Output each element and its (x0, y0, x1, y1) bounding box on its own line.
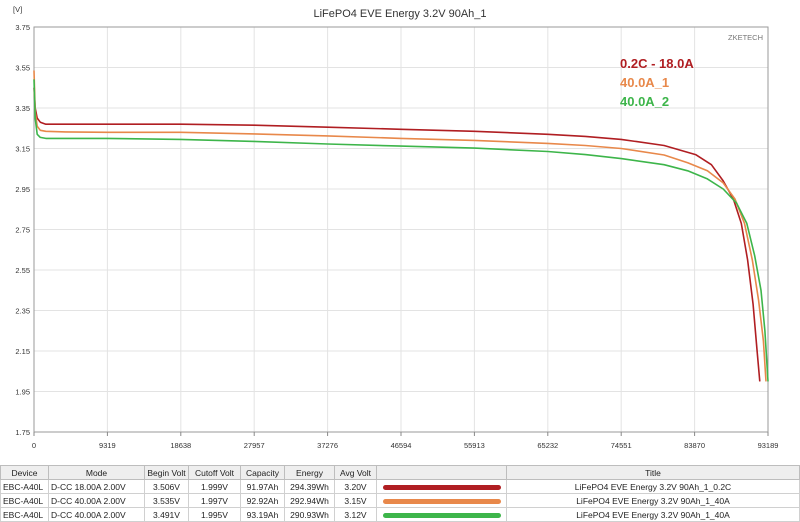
y-tick-label: 2.35 (15, 307, 30, 316)
cell-capacity: 92.92Ah (240, 493, 285, 508)
cell-avg-volt: 3.12V (334, 507, 377, 522)
cell-cutoff-volt: 1.995V (188, 507, 241, 522)
x-tick-label: 0 (32, 441, 36, 450)
cell-avg-volt: 3.20V (334, 479, 377, 494)
cell-title: LiFePO4 EVE Energy 3.2V 90Ah_1_40A (506, 507, 800, 522)
col-capacity[interactable]: Capacity (240, 465, 285, 480)
x-tick-label: 46594 (391, 441, 412, 450)
watermark: ZKETECH (728, 33, 763, 42)
cell-energy: 294.39Wh (284, 479, 335, 494)
table-row[interactable]: EBC-A40L D-CC 40.00A 2.00V 3.491V 1.995V… (0, 507, 800, 522)
cell-title: LiFePO4 EVE Energy 3.2V 90Ah_1_0.2C (506, 479, 800, 494)
x-tick-label: 83870 (684, 441, 705, 450)
color-swatch (382, 498, 501, 504)
voltage-chart: LiFePO4 EVE Energy 3.2V 90Ah_1 [V] 3.753… (13, 5, 779, 450)
y-tick-label: 3.15 (15, 145, 30, 154)
cell-mode: D-CC 18.00A 2.00V (48, 479, 145, 494)
x-tick-label: 37276 (317, 441, 338, 450)
table-row[interactable]: EBC-A40L D-CC 18.00A 2.00V 3.506V 1.999V… (0, 479, 800, 494)
legend-entry-3: 40.0A_2 (620, 94, 669, 109)
y-tick-label: 3.35 (15, 104, 30, 113)
cell-device: EBC-A40L (0, 507, 49, 522)
cell-color (376, 479, 507, 494)
series-line-1 (33, 87, 761, 382)
legend: 0.2C - 18.0A 40.0A_1 40.0A_2 (620, 56, 694, 109)
legend-entry-2: 40.0A_1 (620, 75, 669, 90)
col-energy[interactable]: Energy (284, 465, 335, 480)
y-tick-label: 1.95 (15, 388, 30, 397)
y-axis-unit: [V] (13, 5, 22, 14)
color-swatch (382, 512, 501, 518)
col-device[interactable]: Device (0, 465, 49, 480)
y-tick-label: 3.55 (15, 64, 30, 73)
col-avg-volt[interactable]: Avg Volt (334, 465, 377, 480)
col-title[interactable]: Title (506, 465, 800, 480)
y-tick-label: 2.75 (15, 226, 30, 235)
color-swatch (382, 484, 501, 490)
col-begin-volt[interactable]: Begin Volt (144, 465, 189, 480)
results-table: Device Mode Begin Volt Cutoff Volt Capac… (0, 465, 800, 522)
y-tick-label: 2.15 (15, 347, 30, 356)
cell-begin-volt: 3.491V (144, 507, 189, 522)
x-tick-label: 27957 (244, 441, 265, 450)
table-row[interactable]: EBC-A40L D-CC 40.00A 2.00V 3.535V 1.997V… (0, 493, 800, 508)
cell-begin-volt: 3.535V (144, 493, 189, 508)
y-axis: 3.75 3.55 3.35 3.15 2.95 2.75 2.55 2.35 2.15 1.95… (15, 23, 30, 437)
cell-title: LiFePO4 EVE Energy 3.2V 90Ah_1_40A (506, 493, 800, 508)
x-tick-label: 9319 (99, 441, 116, 450)
cell-device: EBC-A40L (0, 479, 49, 494)
col-cutoff-volt[interactable]: Cutoff Volt (188, 465, 241, 480)
series-line-3 (33, 79, 769, 382)
x-tick-label: 93189 (758, 441, 779, 450)
cell-cutoff-volt: 1.999V (188, 479, 241, 494)
table-header-row: Device Mode Begin Volt Cutoff Volt Capac… (0, 465, 800, 480)
x-tick-label: 18638 (170, 441, 191, 450)
cell-device: EBC-A40L (0, 493, 49, 508)
col-mode[interactable]: Mode (48, 465, 145, 480)
cell-mode: D-CC 40.00A 2.00V (48, 493, 145, 508)
y-tick-label: 1.75 (15, 428, 30, 437)
x-tick-label: 55913 (464, 441, 485, 450)
cell-energy: 292.94Wh (284, 493, 335, 508)
x-axis: 0 9319 18638 27957 37276 46594 55913 65232 74551… (32, 432, 779, 450)
col-color[interactable] (376, 465, 507, 480)
cell-color (376, 493, 507, 508)
legend-entry-1: 0.2C - 18.0A (620, 56, 694, 71)
x-tick-label: 65232 (537, 441, 558, 450)
cell-mode: D-CC 40.00A 2.00V (48, 507, 145, 522)
cell-cutoff-volt: 1.997V (188, 493, 241, 508)
cell-avg-volt: 3.15V (334, 493, 377, 508)
chart-title: LiFePO4 EVE Energy 3.2V 90Ah_1 (313, 8, 486, 20)
series-line-2 (33, 70, 767, 382)
y-tick-label: 3.75 (15, 23, 30, 32)
series-lines (33, 70, 769, 382)
cell-begin-volt: 3.506V (144, 479, 189, 494)
y-tick-label: 2.55 (15, 266, 30, 275)
cell-color (376, 507, 507, 522)
cell-energy: 290.93Wh (284, 507, 335, 522)
x-tick-label: 74551 (611, 441, 632, 450)
cell-capacity: 91.97Ah (240, 479, 285, 494)
cell-capacity: 93.19Ah (240, 507, 285, 522)
y-tick-label: 2.95 (15, 185, 30, 194)
